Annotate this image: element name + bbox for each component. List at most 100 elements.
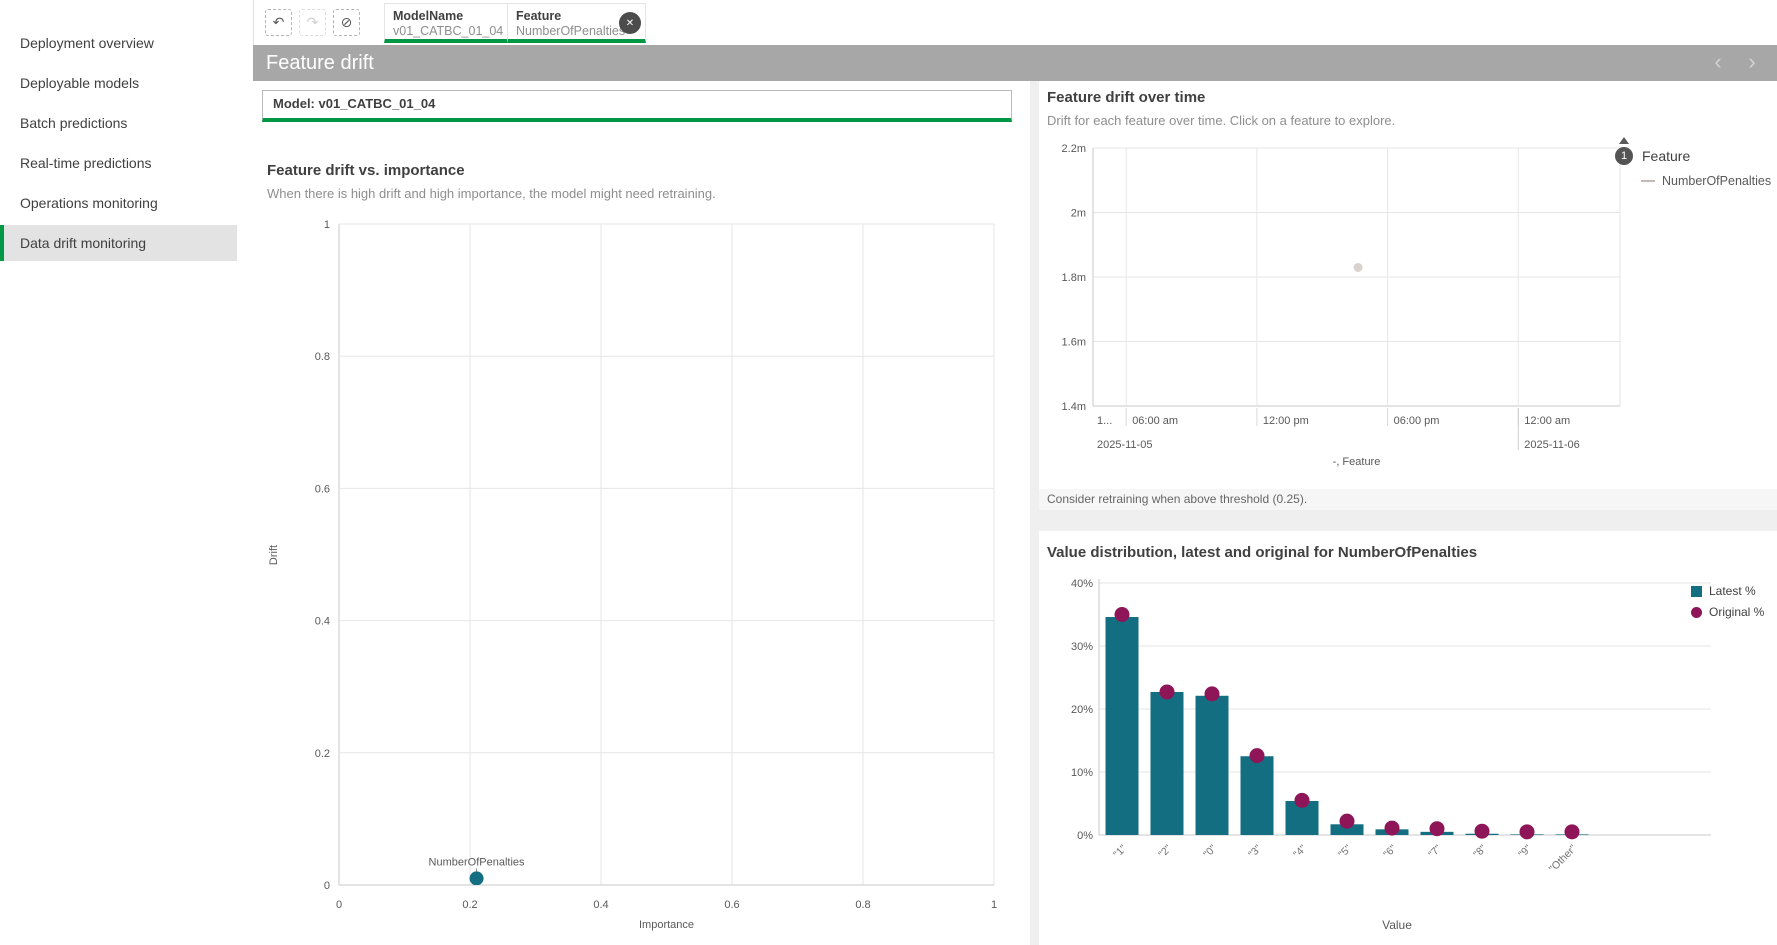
y-tick-label: 1.4m [1062, 401, 1086, 413]
point-original[interactable] [1204, 686, 1220, 702]
panel-divider-horizontal [1039, 510, 1777, 531]
date-label: 2025-11-06 [1524, 439, 1579, 451]
y-tick-label: 0.6 [315, 483, 330, 495]
point-original[interactable] [1294, 792, 1310, 808]
point-swatch-icon [1691, 606, 1702, 618]
point-original[interactable] [1384, 820, 1400, 836]
bar-latest[interactable] [1150, 691, 1184, 835]
chevron-left-icon: ‹ [1714, 49, 1722, 74]
point-original[interactable] [1564, 824, 1580, 840]
prev-sheet-button[interactable]: ‹ [1703, 45, 1733, 79]
panel-divider-vertical [1030, 81, 1039, 945]
sidebar-item-batch-predictions[interactable]: Batch predictions [20, 115, 128, 131]
chart-title: Feature drift over time [1047, 89, 1206, 106]
x-tick-label: 12:00 pm [1263, 415, 1309, 427]
x-tick-label: "Other" [1547, 842, 1580, 875]
sidebar: Deployment overview Deployable models Ba… [0, 0, 237, 945]
y-tick-label: 40% [1071, 578, 1093, 590]
bar-latest[interactable] [1105, 617, 1139, 835]
model-filter[interactable]: Model: v01_CATBC_01_04 [262, 90, 1012, 122]
legend-item-label: Original % [1709, 605, 1765, 619]
legend-item-original[interactable]: Original % [1691, 605, 1764, 619]
sidebar-item-realtime-predictions[interactable]: Real-time predictions [20, 155, 152, 171]
selections-toolbar: ↶ ↷ ⊘ ModelName v01_CATBC_01_04 Feature … [253, 0, 1777, 45]
y-axis-title: Drift [268, 545, 280, 565]
remove-selection-button[interactable]: ✕ [619, 12, 641, 34]
sidebar-item-data-drift-monitoring[interactable]: Data drift monitoring [0, 225, 237, 261]
x-tick-label: "4" [1291, 842, 1309, 860]
line-chart-legend: 1 Feature NumberOfPenalties [1615, 137, 1775, 188]
date-label: 2025-11-05 [1097, 439, 1152, 451]
x-tick-label: 0.4 [593, 899, 608, 911]
scatter-point[interactable] [469, 871, 484, 885]
point-original[interactable] [1474, 823, 1490, 839]
selection-chip-modelname[interactable]: ModelName v01_CATBC_01_04 [384, 3, 524, 43]
data-point[interactable] [1353, 262, 1363, 272]
legend-title: Feature [1642, 148, 1691, 164]
y-tick-label: 0% [1077, 830, 1093, 842]
value-distribution-panel: Value distribution, latest and original … [1039, 531, 1777, 945]
y-tick-label: 1 [324, 219, 330, 231]
y-tick-label: 0.8 [315, 351, 330, 363]
x-tick-label: 0.8 [855, 899, 870, 911]
scatter-chart: 0 0.2 0.4 0.6 0.8 1 1 0.8 0.6 0.4 0.2 0 Importance Dr… [268, 219, 997, 931]
redo-button[interactable]: ↷ [299, 9, 326, 36]
next-sheet-button[interactable]: › [1737, 45, 1767, 79]
x-tick-label: "7" [1426, 842, 1444, 860]
x-tick-label: 0.2 [462, 899, 477, 911]
point-original[interactable] [1339, 813, 1355, 829]
legend-item-latest[interactable]: Latest % [1691, 584, 1764, 598]
y-tick-label: 1.6m [1062, 337, 1086, 349]
chart-subtitle: Drift for each feature over time. Click … [1047, 113, 1396, 128]
y-tick-label: 0.4 [315, 616, 330, 628]
x-tick-label: 0 [336, 899, 342, 911]
selection-value: v01_CATBC_01_04 [393, 24, 504, 38]
sheet-title: Feature drift [266, 52, 374, 74]
undo-icon: ↶ [272, 14, 285, 30]
point-original[interactable] [1114, 607, 1130, 622]
chart-title: Feature drift vs. importance [267, 162, 465, 179]
line-chart: 2.2m 2m 1.8m 1.6m 1.4m 1... 06:00 am 12:00 pm 06… [1062, 143, 1621, 468]
selection-chip-feature[interactable]: Feature NumberOfPenalties ✕ [507, 3, 646, 43]
point-original[interactable] [1429, 821, 1445, 837]
x-axis-title: Value [1382, 918, 1412, 932]
x-tick-label: 06:00 pm [1394, 415, 1440, 427]
point-original[interactable] [1159, 684, 1175, 700]
x-tick-label: "3" [1246, 842, 1264, 860]
legend-item-label: Latest % [1709, 584, 1756, 598]
undo-button[interactable]: ↶ [265, 9, 292, 36]
legend-scroll-up-icon[interactable] [1619, 137, 1629, 144]
bar-swatch-icon [1691, 585, 1702, 597]
y-tick-label: 0.2 [315, 748, 330, 760]
bar-latest[interactable] [1330, 824, 1364, 835]
line-swatch-icon [1641, 180, 1655, 182]
bar-latest[interactable] [1240, 756, 1274, 835]
selection-field: ModelName [393, 9, 464, 23]
x-tick-label: 12:00 am [1524, 415, 1570, 427]
x-tick-label: "8" [1471, 842, 1489, 860]
sidebar-item-deployable-models[interactable]: Deployable models [20, 75, 140, 91]
sidebar-item-operations-monitoring[interactable]: Operations monitoring [20, 195, 158, 211]
clear-selections-button[interactable]: ⊘ [333, 9, 360, 36]
y-tick-label: 20% [1071, 704, 1093, 716]
legend-item-numberofpenalties[interactable]: NumberOfPenalties [1615, 174, 1775, 188]
x-tick-label: 06:00 am [1132, 415, 1178, 427]
y-tick-label: 1.8m [1062, 272, 1086, 284]
x-tick-label: "5" [1336, 842, 1354, 860]
bar-latest[interactable] [1195, 695, 1229, 835]
selection-count-badge: 1 [1615, 147, 1633, 165]
point-label: NumberOfPenalties [429, 856, 525, 868]
chart-title: Value distribution, latest and original … [1047, 544, 1478, 561]
point-original[interactable] [1519, 824, 1535, 840]
x-tick-label: "1" [1111, 842, 1129, 860]
redo-icon: ↷ [306, 14, 319, 30]
x-tick-label: "9" [1516, 842, 1534, 860]
point-original[interactable] [1249, 748, 1265, 764]
threshold-footnote: Consider retraining when above threshold… [1039, 489, 1777, 510]
clear-selections-icon: ⊘ [340, 14, 353, 30]
y-tick-label: 10% [1071, 767, 1093, 779]
sidebar-item-deployment-overview[interactable]: Deployment overview [20, 35, 154, 51]
x-axis-title: -, Feature [1333, 456, 1381, 468]
feature-drift-vs-importance-panel: Feature drift vs. importance When there … [253, 130, 1030, 945]
